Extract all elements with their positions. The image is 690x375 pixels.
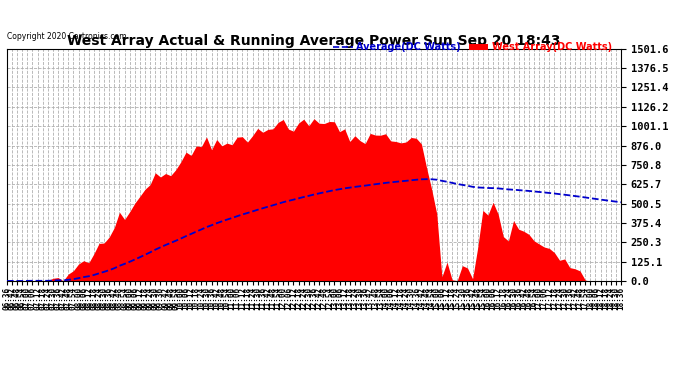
Text: Copyright 2020 Cartronics.com: Copyright 2020 Cartronics.com bbox=[7, 32, 126, 40]
Title: West Array Actual & Running Average Power Sun Sep 20 18:43: West Array Actual & Running Average Powe… bbox=[67, 34, 561, 48]
Legend: Average(DC Watts), West Array(DC Watts): Average(DC Watts), West Array(DC Watts) bbox=[329, 39, 616, 56]
